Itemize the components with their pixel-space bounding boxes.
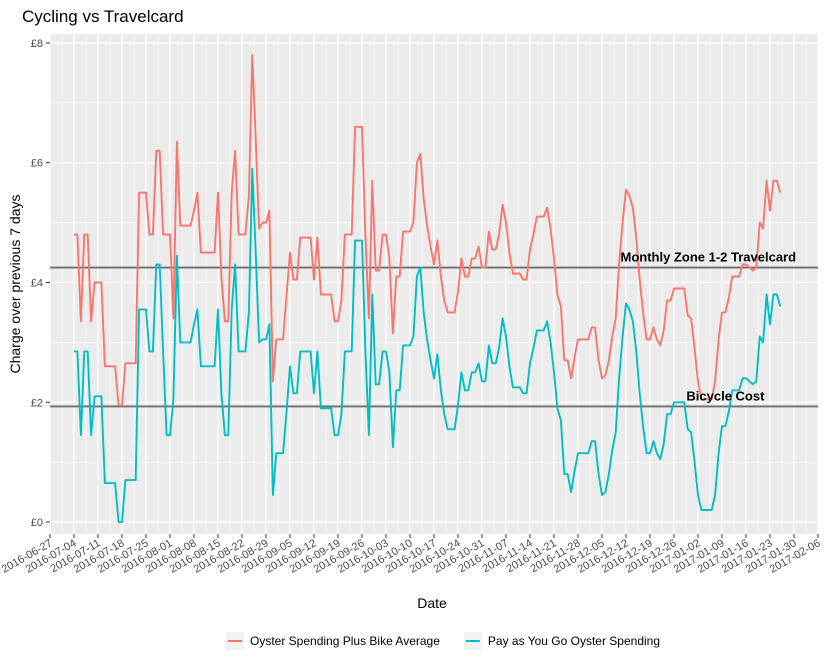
y-axis: £0 £2 £4 £6 £8 bbox=[31, 38, 50, 529]
legend-label: Pay as You Go Oyster Spending bbox=[488, 634, 660, 648]
series-line-oyster-spending-plus-bike-average bbox=[74, 54, 782, 407]
x-axis: 2016-06-272016-07-042016-07-112016-07-18… bbox=[0, 534, 823, 576]
legend-label: Oyster Spending Plus Bike Average bbox=[250, 634, 440, 648]
y-tick-label: £2 bbox=[31, 397, 43, 409]
grid-minor bbox=[50, 34, 818, 534]
series-lines bbox=[74, 54, 782, 523]
y-tick-label: £6 bbox=[31, 158, 43, 170]
annotations: Monthly Zone 1-2 Travelcard Bicycle Cost bbox=[621, 250, 797, 404]
series-line-pay-as-you-go-oyster-spending bbox=[74, 167, 782, 523]
legend: Oyster Spending Plus Bike Average Pay as … bbox=[226, 632, 660, 650]
reference-line-label: Monthly Zone 1-2 Travelcard bbox=[621, 250, 797, 265]
grid-major bbox=[49, 34, 819, 534]
x-axis-title: Date bbox=[417, 595, 447, 611]
chart-title: Cycling vs Travelcard bbox=[22, 7, 184, 26]
y-tick-label: £4 bbox=[31, 278, 43, 290]
y-tick-label: £8 bbox=[31, 38, 43, 50]
y-tick-label: £0 bbox=[31, 517, 43, 529]
y-axis-title: Charge over previous 7 days bbox=[7, 195, 23, 374]
reference-line-label: Bicycle Cost bbox=[686, 388, 765, 403]
